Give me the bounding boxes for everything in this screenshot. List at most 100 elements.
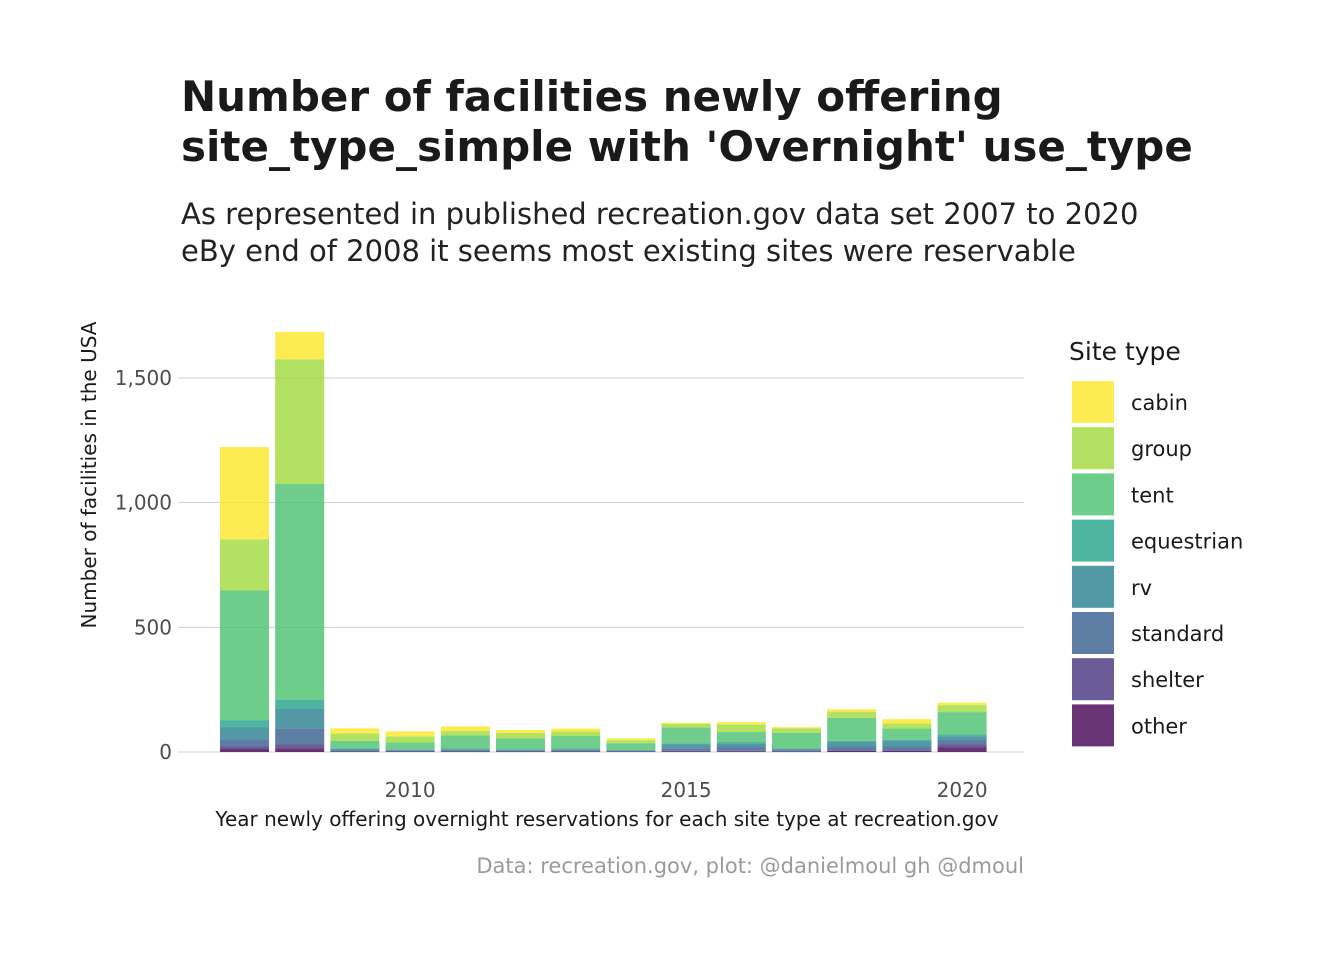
- bar-segment-cabin: [716, 722, 766, 725]
- bar-segment-standard: [220, 739, 269, 747]
- bar-stack: [937, 702, 987, 752]
- bar-stack: [716, 722, 766, 752]
- bar-segment-other: [937, 747, 987, 752]
- bar-segment-tent: [606, 743, 656, 750]
- x-tick-label: 2020: [937, 778, 988, 802]
- x-axis-title: Year newly offering overnight reservatio…: [214, 807, 998, 831]
- bar-segment-shelter: [882, 750, 932, 752]
- legend-label: tent: [1131, 483, 1174, 507]
- bar-segment-group: [606, 740, 656, 744]
- bar-segment-group: [330, 733, 380, 741]
- bar-stack: [330, 728, 380, 752]
- bar-stack: [275, 331, 325, 752]
- bar-segment-equestrian: [716, 742, 766, 744]
- legend-swatch: [1072, 473, 1114, 516]
- bar-segment-group: [937, 705, 987, 713]
- bar-segment-shelter: [220, 746, 269, 750]
- bar-segment-cabin: [827, 709, 877, 712]
- bar-segment-tent: [827, 717, 877, 741]
- bar-segment-group: [716, 724, 766, 733]
- bar-segment-tent: [882, 728, 932, 740]
- bar-segment-other: [275, 748, 325, 752]
- bar-segment-equestrian: [772, 748, 821, 750]
- bar-segment-tent: [385, 742, 435, 750]
- bar-segment-cabin: [937, 702, 987, 706]
- x-axis-ticks: 2010 2015 2020: [385, 778, 988, 802]
- bar-segment-group: [827, 711, 877, 718]
- x-tick-label: 2015: [661, 778, 712, 802]
- bar-segment-tent: [330, 740, 380, 749]
- legend-swatch: [1072, 565, 1114, 608]
- legend-swatch: [1072, 658, 1114, 701]
- bar-segment-group: [496, 733, 545, 739]
- bar-stack: [385, 731, 435, 752]
- bar-stack: [661, 722, 711, 752]
- legend-item-cabin: cabin: [1072, 381, 1188, 423]
- bar-stacks: [220, 331, 987, 752]
- chart-title: Number of facilities newly offering site…: [181, 72, 1193, 172]
- bar-segment-cabin: [275, 331, 325, 360]
- bar-stack: [551, 728, 601, 752]
- bar-stack: [606, 738, 656, 752]
- bar-segment-rv: [496, 749, 545, 751]
- bar-segment-group: [220, 539, 269, 591]
- bar-segment-standard: [440, 750, 490, 752]
- bar-segment-equestrian: [440, 748, 490, 750]
- bar-segment-group: [440, 731, 490, 736]
- legend-label: standard: [1131, 622, 1224, 646]
- bar-segment-standard: [275, 728, 325, 745]
- y-tick-label: 1,000: [115, 491, 172, 515]
- bar-segment-rv: [827, 742, 877, 747]
- bar-segment-tent: [496, 738, 545, 750]
- bar-segment-rv: [385, 749, 435, 751]
- bar-stack: [496, 730, 545, 752]
- bar-segment-other: [882, 751, 932, 752]
- legend-label: shelter: [1131, 668, 1204, 692]
- legend-swatch: [1072, 519, 1114, 562]
- bar-segment-other: [716, 751, 766, 752]
- bar-segment-shelter: [827, 750, 877, 752]
- legend-item-group: group: [1072, 427, 1192, 470]
- bar-segment-rv: [882, 741, 932, 747]
- bar-segment-equestrian: [827, 740, 877, 743]
- legend: Site type cabin group tent equestrian rv stan…: [1069, 337, 1243, 747]
- bar-segment-rv: [937, 736, 987, 741]
- bar-segment-group: [385, 736, 435, 743]
- chart-title-line: Number of facilities newly offering: [181, 72, 1003, 121]
- bar-segment-rv: [440, 749, 490, 751]
- bar-segment-standard: [330, 750, 380, 752]
- bar-segment-rv: [220, 727, 269, 740]
- bar-segment-tent: [275, 483, 325, 700]
- bar-segment-other: [661, 751, 711, 752]
- bar-segment-cabin: [496, 730, 545, 734]
- bar-segment-cabin: [440, 726, 490, 732]
- bar-segment-equestrian: [496, 749, 545, 750]
- bar-segment-tent: [937, 712, 987, 735]
- bar-segment-tent: [661, 727, 711, 744]
- legend-swatch: [1072, 704, 1114, 747]
- bar-segment-cabin: [661, 722, 711, 724]
- bar-segment-tent: [772, 732, 821, 749]
- bar-segment-cabin: [606, 738, 656, 741]
- bar-segment-other: [827, 751, 877, 752]
- bar-segment-shelter: [937, 744, 987, 748]
- bar-segment-equestrian: [220, 720, 269, 728]
- chart-caption: Data: recreation.gov, plot: @danielmoul …: [476, 854, 1024, 878]
- bar-segment-equestrian: [661, 743, 711, 745]
- legend-title: Site type: [1069, 337, 1181, 366]
- y-axis-title: Number of facilities in the USA: [77, 321, 101, 628]
- y-axis-ticks: 0 500 1,000 1,500: [115, 366, 172, 764]
- bar-segment-group: [772, 728, 821, 733]
- bar-segment-standard: [772, 750, 821, 752]
- bar-segment-group: [551, 731, 601, 737]
- legend-label: rv: [1131, 576, 1152, 600]
- bar-segment-standard: [827, 746, 877, 751]
- bar-segment-cabin: [772, 727, 821, 729]
- bar-segment-equestrian: [882, 739, 932, 742]
- bar-segment-equestrian: [937, 734, 987, 737]
- bar-segment-equestrian: [330, 748, 380, 750]
- bar-segment-rv: [716, 743, 766, 748]
- bar-segment-cabin: [385, 731, 435, 737]
- bar-segment-group: [882, 723, 932, 729]
